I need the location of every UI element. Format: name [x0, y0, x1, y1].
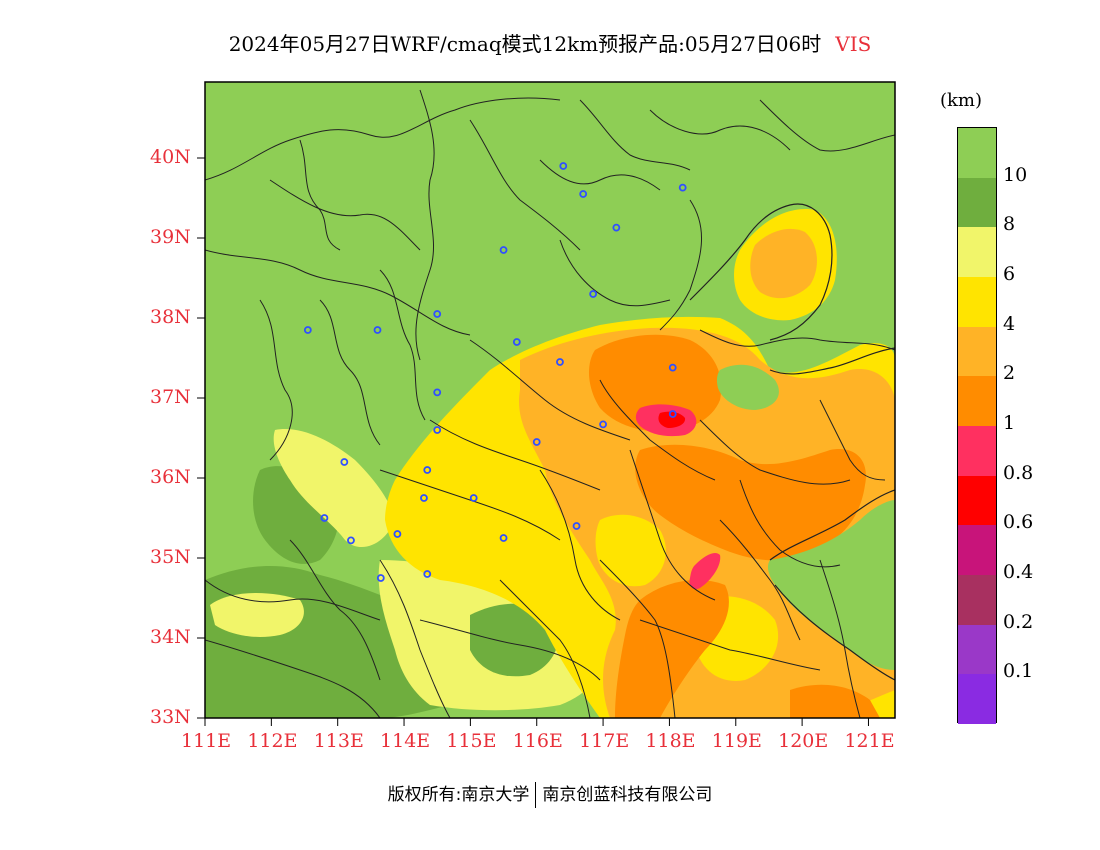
lon-tick-label: 119E: [711, 730, 762, 752]
legend-swatch: [958, 227, 996, 277]
title-text: 2024年05月27日WRF/cmaq模式12km预报产品:05月27日06时: [228, 32, 822, 56]
city-marker: [599, 420, 607, 429]
region-vis-1-south: [615, 580, 729, 718]
lon-tick-label: 117E: [579, 730, 630, 752]
city-marker: [433, 388, 442, 397]
city-markers: [303, 162, 687, 582]
title-variable: VIS: [835, 32, 872, 56]
city-marker: [376, 574, 385, 582]
legend-label: 1: [1003, 412, 1016, 434]
legend-label: 0.4: [1003, 561, 1034, 583]
city-marker: [579, 190, 588, 198]
legend-swatch: [958, 624, 996, 675]
legend-swatch: [958, 525, 996, 575]
city-marker: [668, 363, 677, 372]
region-vis-08-south: [689, 553, 721, 590]
legend-label: 10: [1003, 163, 1028, 186]
city-marker: [423, 466, 432, 474]
legend-label: 0.8: [1003, 461, 1034, 484]
legend-swatch: [958, 177, 996, 228]
color-legend: [957, 127, 997, 724]
legend-swatch: [958, 475, 996, 526]
lon-tick-label: 112E: [247, 730, 298, 752]
map-frame: [204, 81, 896, 719]
city-marker: [499, 534, 508, 542]
city-marker: [589, 290, 598, 298]
lat-tick-label: 40N: [150, 146, 191, 168]
city-marker: [423, 570, 432, 578]
region-vis-1-north: [588, 334, 722, 432]
city-marker: [393, 530, 402, 538]
boundary-lines: [205, 89, 895, 718]
city-marker: [499, 246, 508, 254]
city-marker: [433, 310, 442, 318]
region-vis-10-ne-sea: [716, 364, 779, 410]
lon-tick-label: 120E: [778, 730, 829, 752]
legend-swatch: [958, 426, 996, 476]
coastline: [689, 203, 895, 681]
city-marker: [559, 162, 568, 170]
city-marker: [347, 536, 355, 545]
lon-tick-label: 118E: [645, 730, 696, 752]
city-marker: [532, 438, 541, 446]
legend-label: 0.2: [1003, 610, 1034, 633]
region-vis-06-north: [658, 411, 686, 428]
legend-swatch: [958, 674, 996, 724]
city-marker: [373, 326, 382, 334]
lon-tick-label: 121E: [844, 730, 895, 752]
city-marker: [668, 410, 677, 418]
city-marker: [320, 514, 329, 522]
legend-swatch: [958, 575, 996, 625]
lat-tick-label: 35N: [150, 546, 191, 568]
region-vis-4-island: [595, 514, 666, 587]
city-marker: [572, 522, 581, 530]
lat-tick-label: 33N: [150, 706, 191, 728]
lon-tick-label: 113E: [313, 730, 364, 752]
city-marker: [420, 494, 428, 502]
copyright-footer: 版权所有:南京大学 南京创蓝科技有限公司: [0, 780, 1100, 808]
city-marker: [303, 326, 312, 334]
footer-left: 版权所有:南京大学: [387, 785, 530, 805]
city-marker: [433, 426, 442, 434]
lat-tick-label: 36N: [150, 466, 191, 488]
city-marker: [556, 358, 564, 366]
legend-label: 2: [1003, 362, 1016, 385]
map-title: 2024年05月27日WRF/cmaq模式12km预报产品:05月27日06时 V…: [0, 28, 1100, 57]
lat-tick-label: 38N: [150, 306, 191, 328]
legend-label: 6: [1003, 263, 1016, 285]
legend-label: 0.1: [1003, 660, 1034, 683]
city-marker: [340, 458, 349, 466]
lat-tick-label: 37N: [150, 386, 191, 408]
legend-unit: (km): [940, 90, 983, 111]
footer-right: 南京创蓝科技有限公司: [542, 785, 713, 805]
region-vis-6-west: [273, 429, 395, 548]
legend-label: 4: [1003, 312, 1016, 335]
lon-tick-label: 116E: [512, 730, 563, 752]
legend-swatch: [958, 326, 996, 377]
legend-label: 0.6: [1003, 511, 1034, 534]
legend-swatch: [958, 376, 996, 426]
legend-label: 8: [1003, 213, 1016, 236]
city-marker: [678, 183, 687, 192]
region-vis-10-sea: [767, 500, 895, 670]
city-marker: [512, 338, 521, 346]
lon-tick-label: 115E: [446, 730, 497, 752]
region-vis-8-s-inner: [470, 603, 559, 677]
lon-tick-label: 111E: [181, 730, 232, 752]
axis-ticks: [197, 157, 869, 726]
region-vis-2-ne: [750, 228, 817, 299]
city-marker: [469, 494, 478, 502]
city-marker: [612, 223, 621, 232]
lon-tick-label: 114E: [380, 730, 431, 752]
region-vis-6-sw: [210, 593, 304, 637]
region-vis-1-center: [635, 444, 866, 561]
legend-swatch: [958, 277, 996, 327]
footer-separator: [535, 782, 537, 808]
lat-tick-label: 34N: [150, 626, 191, 648]
legend-swatch: [958, 128, 996, 178]
lat-tick-label: 39N: [150, 226, 191, 248]
